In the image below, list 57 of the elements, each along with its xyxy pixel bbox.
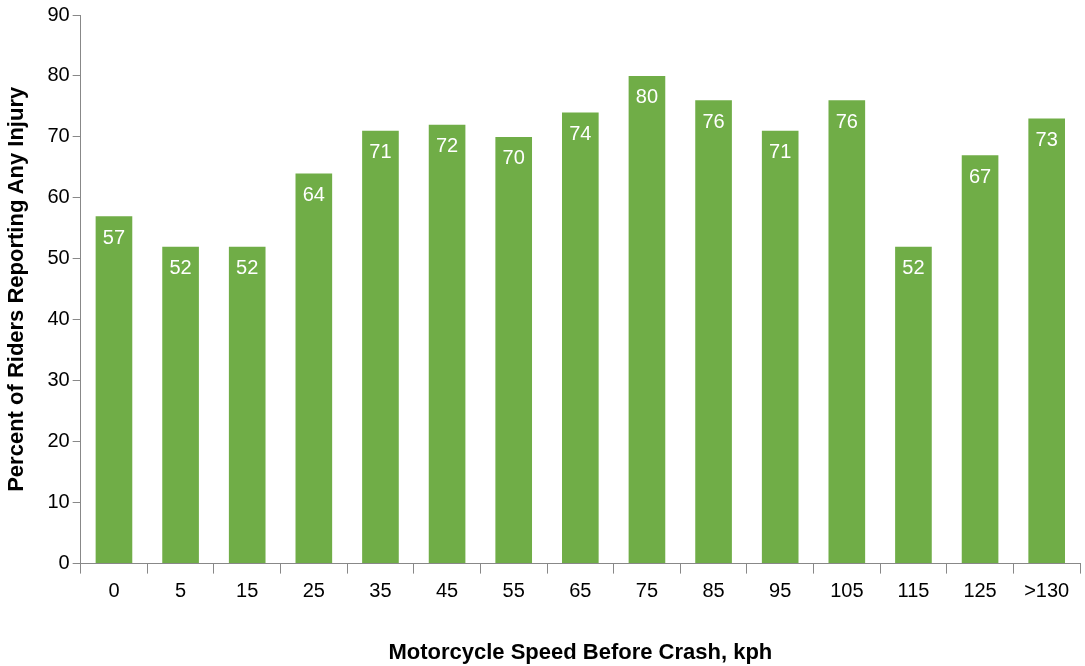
y-tick-label: 60 bbox=[47, 185, 70, 208]
x-tick-label: 15 bbox=[236, 579, 259, 602]
data-label: 71 bbox=[769, 140, 792, 163]
x-tick-label: 125 bbox=[963, 579, 997, 602]
x-tick-label: 35 bbox=[369, 579, 392, 602]
bar bbox=[95, 216, 133, 564]
y-tick-label: 80 bbox=[47, 63, 70, 86]
data-label: 67 bbox=[968, 164, 992, 187]
bar bbox=[628, 75, 666, 564]
bar bbox=[495, 136, 533, 564]
bar bbox=[761, 130, 799, 564]
data-label: 76 bbox=[702, 109, 725, 132]
data-label: 80 bbox=[635, 85, 659, 108]
data-label: 70 bbox=[502, 146, 525, 169]
bar bbox=[428, 124, 466, 564]
x-tick-label: 105 bbox=[830, 579, 864, 602]
y-tick-label: 0 bbox=[58, 551, 70, 574]
data-label: 74 bbox=[569, 122, 592, 145]
y-tick-label: 30 bbox=[47, 368, 70, 391]
x-tick-label: 85 bbox=[702, 579, 725, 602]
y-tick-label: 90 bbox=[47, 2, 70, 25]
bar bbox=[228, 246, 266, 564]
y-tick-label: 40 bbox=[47, 307, 70, 330]
x-tick-label: 75 bbox=[635, 579, 659, 602]
y-tick-label: 20 bbox=[47, 429, 70, 452]
data-label: 52 bbox=[236, 256, 259, 279]
x-tick-label: 95 bbox=[769, 579, 792, 602]
x-tick-label: 65 bbox=[569, 579, 592, 602]
bar bbox=[828, 100, 866, 564]
bar bbox=[961, 155, 999, 564]
x-tick-label: 25 bbox=[302, 579, 325, 602]
data-label: 64 bbox=[302, 183, 325, 205]
x-tick-label: 45 bbox=[435, 579, 459, 602]
bar bbox=[162, 246, 199, 564]
x-tick-label: 115 bbox=[897, 579, 930, 602]
y-axis-title: Percent of Riders Reporting Any Injury bbox=[3, 86, 29, 492]
x-tick-label: 55 bbox=[502, 579, 525, 602]
x-tick-label: 0 bbox=[108, 579, 120, 602]
data-label: 57 bbox=[102, 225, 126, 248]
data-label: 52 bbox=[902, 256, 925, 279]
data-label: 52 bbox=[169, 256, 192, 279]
y-tick-label: 70 bbox=[47, 124, 70, 147]
data-label: 73 bbox=[1035, 128, 1058, 151]
x-axis-title: Motorcycle Speed Before Crash, kph bbox=[388, 638, 773, 664]
bar bbox=[695, 100, 732, 564]
data-label: 71 bbox=[369, 140, 392, 163]
bar bbox=[295, 173, 333, 564]
x-tick-label: >130 bbox=[1024, 579, 1070, 602]
y-tick-label: 10 bbox=[47, 490, 70, 513]
data-label: 76 bbox=[835, 109, 858, 132]
x-tick-label: 5 bbox=[175, 579, 187, 602]
bar bbox=[362, 130, 399, 564]
bar bbox=[562, 112, 599, 564]
bar bbox=[1028, 118, 1066, 564]
bar bbox=[895, 246, 932, 564]
y-tick-label: 50 bbox=[47, 246, 70, 269]
data-label: 72 bbox=[435, 134, 459, 157]
